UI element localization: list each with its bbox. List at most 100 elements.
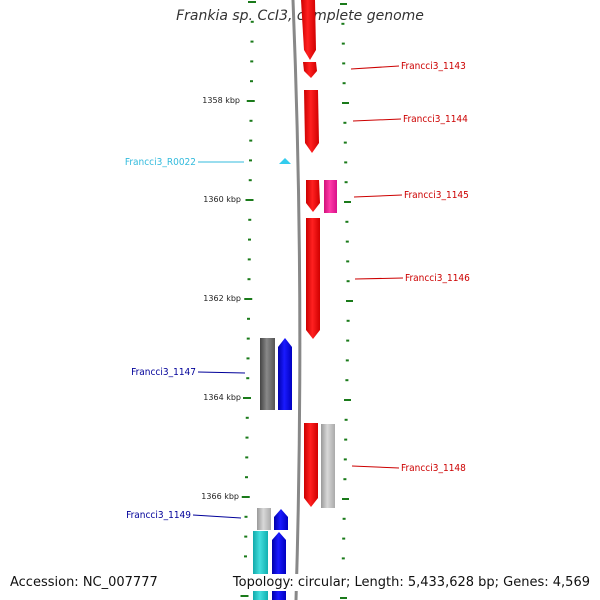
left-major-tick [245,199,254,201]
leader-line-1146 [354,277,404,280]
left-minor-tick [248,238,251,241]
left-minor-tick [250,60,254,63]
gene-francci3-1145-magenta-block[interactable] [324,180,337,213]
right-major-tick [346,300,353,302]
gene-francci3-1143-arrow[interactable] [303,62,317,78]
left-minor-tick [244,535,248,538]
right-major-tick [344,201,351,203]
right-minor-tick [346,260,350,263]
right-minor-tick [342,82,346,85]
genome-title: Frankia sp. CcI3, complete genome [176,8,424,24]
gene-label-1147[interactable]: Francci3_1147 [131,367,196,378]
left-minor-tick [244,515,248,518]
left-major-tick [248,1,256,3]
right-minor-tick [342,517,346,520]
leader-line-1145 [353,194,403,198]
gene-francci3-1148-gray-block[interactable] [321,424,335,508]
left-minor-tick [250,80,253,83]
scale-label-1362: 1362 kbp [203,294,241,303]
right-major-tick [342,102,349,104]
right-major-tick [340,597,347,599]
right-ticks [340,3,353,599]
gene-label-1143[interactable]: Francci3_1143 [401,61,466,72]
left-major-tick [244,298,253,300]
left-minor-tick [250,20,254,23]
left-minor-tick [246,377,250,380]
left-minor-tick [247,278,251,281]
gene-label-r0022[interactable]: Francci3_R0022 [125,157,196,168]
left-major-tick [246,100,255,102]
right-minor-tick [345,220,349,223]
scale-label-1358: 1358 kbp [202,96,240,105]
gene-francci3-1146-arrow[interactable] [306,218,320,339]
genome-summary-text: Topology: circular; Length: 5,433,628 bp… [230,574,592,591]
gene-francci3-1145-arrow[interactable] [306,180,320,212]
left-major-tick [240,595,249,597]
leader-line-1147 [197,371,246,374]
left-minor-tick [245,456,249,459]
gene-label-1149[interactable]: Francci3_1149 [126,510,191,521]
left-minor-tick [245,416,249,419]
left-minor-tick [245,476,248,479]
left-major-tick [241,496,250,498]
scale-label-1364: 1364 kbp [203,393,241,402]
leader-line-1149 [192,514,242,519]
left-minor-tick [248,218,252,221]
right-minor-tick [342,62,346,65]
right-minor-tick [345,240,349,243]
right-minor-tick [343,458,347,461]
right-minor-tick [345,379,349,382]
gene-francci3-1148-arrow[interactable] [304,423,318,507]
gene-label-1148[interactable]: Francci3_1148 [401,463,466,474]
left-minor-tick [245,436,249,439]
right-minor-tick [346,339,350,342]
accession-text: Accession: NC_007777 [8,574,160,591]
right-minor-tick [344,161,348,164]
rna-francci3-r0022-marker[interactable] [279,158,291,164]
right-minor-tick [341,22,345,25]
gene-francci3-1147-dark-block[interactable] [260,338,275,410]
scale-label-1366: 1366 kbp [201,492,239,501]
gene-label-1144[interactable]: Francci3_1144 [403,114,468,125]
right-minor-tick [345,359,349,362]
right-minor-tick [341,42,345,45]
right-minor-tick [346,280,350,283]
leader-line-1148 [351,465,400,469]
right-major-tick [340,3,347,5]
left-minor-tick [246,337,250,340]
left-minor-tick [247,317,250,320]
right-minor-tick [344,438,348,441]
gene-francci3-1142-arrow[interactable] [301,0,316,60]
leader-line-1144 [352,118,402,122]
gene-label-1146[interactable]: Francci3_1146 [405,273,470,284]
right-minor-tick [343,478,347,481]
gene-francci3-1147-arrow[interactable] [278,338,292,410]
gene-francci3-1149-gray-block[interactable] [257,508,271,530]
gene-francci3-1149-arrow[interactable] [274,509,288,530]
right-minor-tick [346,319,350,322]
left-minor-tick [249,139,253,142]
right-minor-tick [343,141,347,144]
leader-line-1143 [350,65,400,70]
scale-label-1360: 1360 kbp [203,195,241,204]
left-minor-tick [248,179,252,182]
gene-label-1145[interactable]: Francci3_1145 [404,190,469,201]
left-major-tick [243,397,251,399]
left-minor-tick [247,258,251,261]
gene-francci3-1144-arrow[interactable] [304,90,319,153]
right-major-tick [344,399,351,401]
left-minor-tick [244,555,247,558]
genome-backbone [291,0,302,600]
right-major-tick [342,498,349,500]
right-minor-tick [344,181,348,184]
left-minor-tick [250,40,254,43]
left-minor-tick [246,357,250,360]
right-minor-tick [342,537,346,540]
left-minor-tick [249,119,253,122]
left-ticks [240,1,256,597]
left-minor-tick [249,159,252,162]
right-minor-tick [344,418,348,421]
right-minor-tick [341,557,345,560]
right-minor-tick [343,121,347,124]
